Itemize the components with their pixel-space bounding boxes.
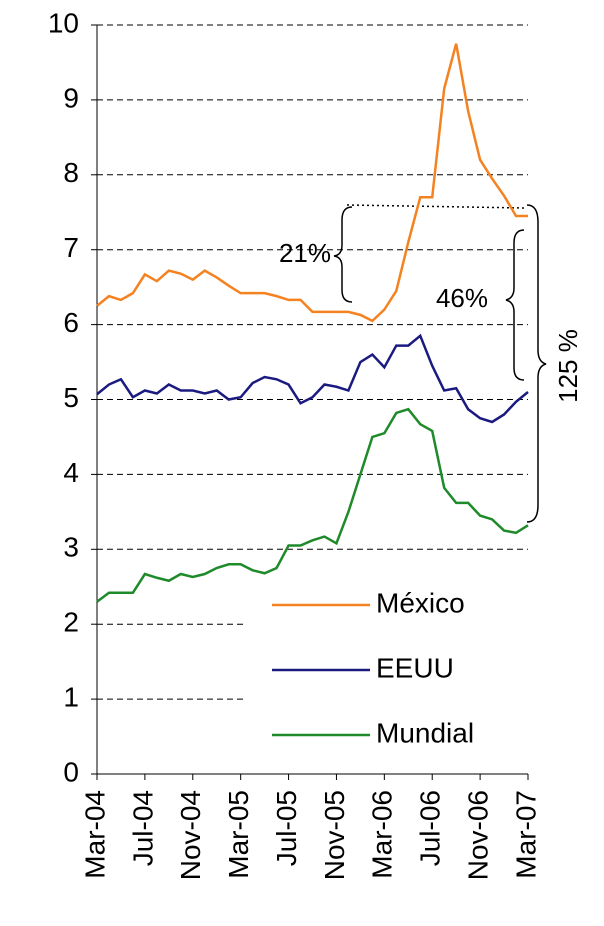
x-tick-label: Jul-06 <box>415 790 446 866</box>
x-tick-label: Jul-05 <box>271 790 302 866</box>
y-tick-label: 3 <box>63 532 79 563</box>
series-line <box>96 333 529 424</box>
x-tick-label: Mar-04 <box>79 790 110 879</box>
y-tick-label: 1 <box>63 681 79 712</box>
x-tick-label: Mar-05 <box>223 790 254 879</box>
series-line <box>96 407 529 603</box>
y-tick-label: 8 <box>63 157 79 188</box>
x-tick-label: Nov-04 <box>175 790 206 880</box>
y-tick-label: 7 <box>63 232 79 263</box>
x-tick-label: Mar-06 <box>367 790 398 879</box>
y-tick-label: 9 <box>63 82 79 113</box>
x-tick-label: Nov-06 <box>463 790 494 880</box>
brace <box>333 206 353 303</box>
legend-label: Mundial <box>376 717 474 748</box>
x-tick-label: Mar-07 <box>510 790 541 879</box>
annotation: 46% <box>436 283 488 313</box>
dotted-connector <box>346 204 526 209</box>
legend-label: México <box>376 587 465 618</box>
y-tick-label: 2 <box>63 607 79 638</box>
y-tick-label: 5 <box>63 382 79 413</box>
y-tick-label: 0 <box>63 756 79 787</box>
y-tick-label: 6 <box>63 307 79 338</box>
annotation: 21% <box>279 238 331 268</box>
brace <box>505 229 525 381</box>
legend-label: EEUU <box>376 652 454 683</box>
series-line <box>96 43 528 323</box>
y-tick-label: 10 <box>48 7 79 38</box>
annotation: 125 % <box>553 329 583 403</box>
x-tick-label: Nov-05 <box>319 790 350 880</box>
x-tick-label: Jul-04 <box>127 790 158 866</box>
brace <box>526 204 547 523</box>
y-tick-label: 4 <box>63 457 79 488</box>
